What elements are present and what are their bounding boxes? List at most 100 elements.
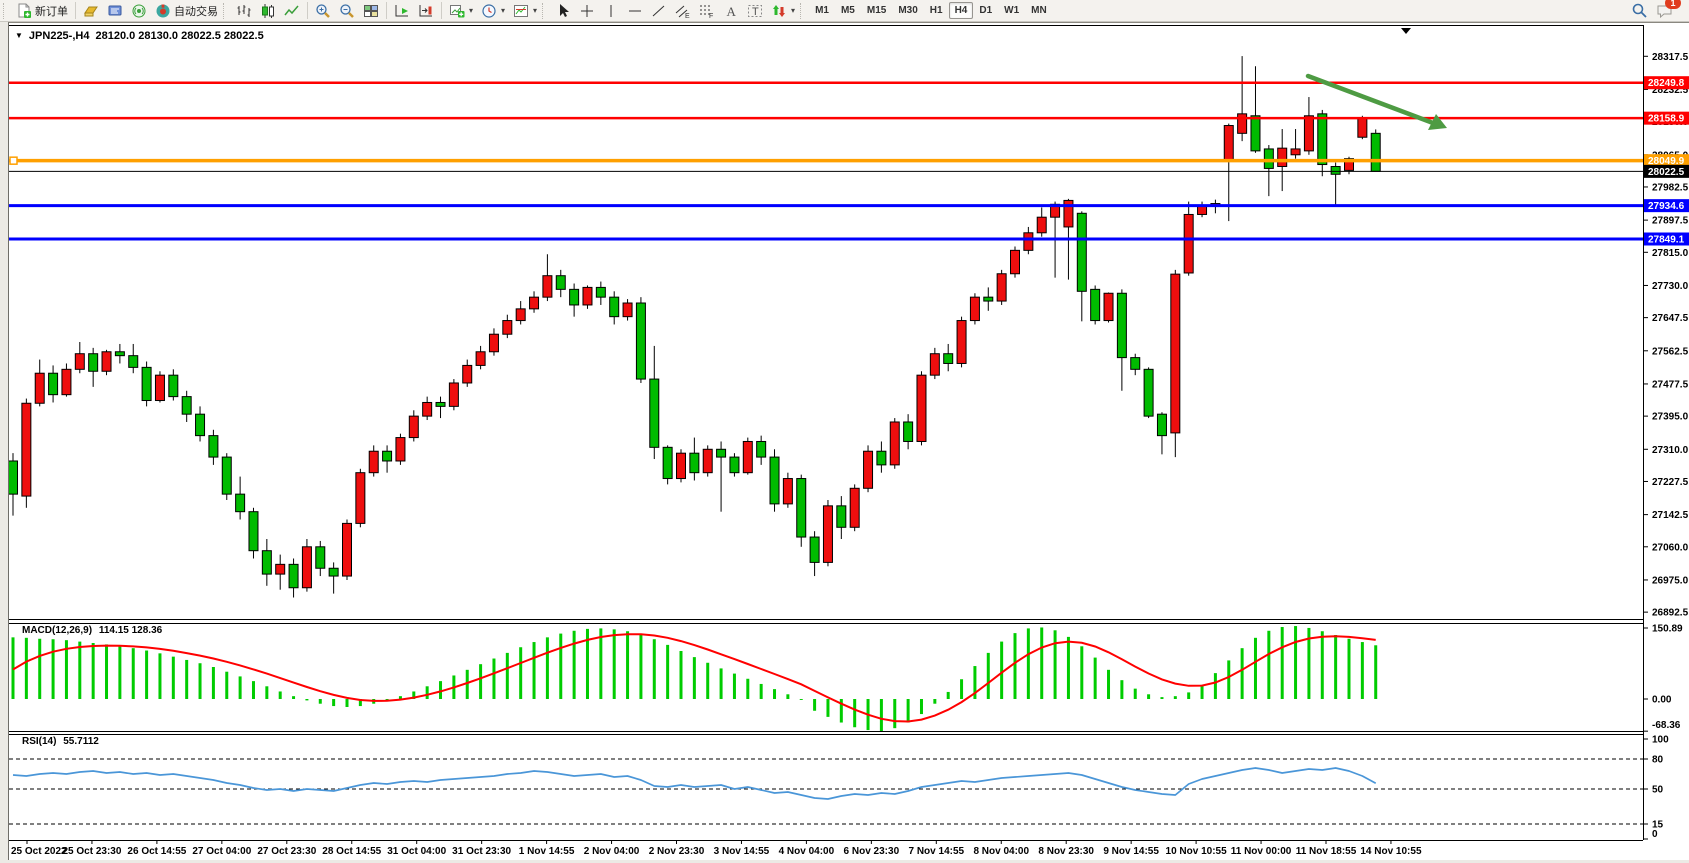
- timeframe-h1-button[interactable]: H1: [929, 5, 943, 16]
- rsi-name: RSI(14): [22, 736, 57, 747]
- cursor-tool-button[interactable]: [551, 0, 575, 21]
- candlestick-chart-icon: [260, 3, 276, 19]
- toolbar-drag-handle: [542, 2, 548, 19]
- toolbar-drag-handle: [223, 2, 229, 19]
- svg-text:26892.5: 26892.5: [1652, 608, 1689, 619]
- svg-text:27730.0: 27730.0: [1652, 281, 1689, 292]
- bar-chart-button[interactable]: [232, 0, 256, 21]
- auto-scroll-button[interactable]: [390, 0, 414, 21]
- notifications-button[interactable]: 1: [1652, 0, 1681, 21]
- svg-text:A: A: [727, 4, 737, 19]
- zoom-out-button[interactable]: [335, 0, 359, 21]
- chart-shift-button[interactable]: [414, 0, 438, 21]
- svg-text:T: T: [752, 6, 759, 18]
- svg-text:10 Nov 10:55: 10 Nov 10:55: [1166, 846, 1228, 857]
- profiles-button[interactable]: [79, 0, 103, 21]
- svg-text:28022.5: 28022.5: [1648, 167, 1685, 178]
- svg-text:3 Nov 14:55: 3 Nov 14:55: [714, 846, 770, 857]
- search-button[interactable]: [1627, 0, 1652, 21]
- rsi-indicator-label: RSI(14) 55.7112: [22, 736, 99, 747]
- template-chart-icon: [513, 3, 529, 19]
- chart-symbol-period: JPN225-,H4: [28, 30, 90, 42]
- timeframe-m1-button[interactable]: M1: [815, 5, 829, 16]
- templates-dropdown[interactable]: ▾: [509, 0, 541, 21]
- arrows-icon: [771, 3, 787, 19]
- auto-scroll-icon: [394, 3, 410, 19]
- chevron-down-icon: ▾: [501, 6, 506, 15]
- metaeditor-button[interactable]: [103, 0, 127, 21]
- timeframe-w1-button[interactable]: W1: [1004, 5, 1020, 16]
- autotrading-label: 自动交易: [174, 5, 218, 18]
- text-tool-button[interactable]: A: [719, 0, 743, 21]
- timeframe-m15-button[interactable]: M15: [866, 5, 887, 16]
- macd-current-values: 114.15 128.36: [98, 625, 163, 636]
- chevron-down-icon: ▾: [533, 6, 538, 15]
- price-badge: [1644, 199, 1689, 213]
- cursor-icon: [555, 3, 571, 19]
- svg-text:27142.5: 27142.5: [1652, 510, 1689, 521]
- trendline-tool-button[interactable]: [647, 0, 671, 21]
- timeframe-m30-button[interactable]: M30: [898, 5, 918, 16]
- svg-text:1 Nov 14:55: 1 Nov 14:55: [519, 846, 575, 857]
- fibonacci-tool-button[interactable]: F: [695, 0, 719, 21]
- new-chart-icon: [449, 3, 465, 19]
- autotrading-button[interactable]: 自动交易: [151, 0, 222, 21]
- timeframe-d1-button[interactable]: D1: [979, 5, 993, 16]
- fibonacci-icon: F: [699, 3, 715, 19]
- zoom-out-icon: [339, 3, 355, 19]
- svg-text:27849.1: 27849.1: [1648, 234, 1685, 245]
- candles-layer: [9, 56, 1381, 598]
- line-chart-button[interactable]: [280, 0, 304, 21]
- timeframe-m5-button[interactable]: M5: [840, 5, 855, 16]
- horizontal-line-tool-button[interactable]: [623, 0, 647, 21]
- svg-text:27562.5: 27562.5: [1652, 346, 1689, 357]
- svg-text:6 Nov 23:30: 6 Nov 23:30: [844, 846, 900, 857]
- chart-menu-triangle-icon[interactable]: ▼: [15, 31, 23, 40]
- toolbar-separator: [75, 2, 76, 19]
- svg-text:27 Oct 23:30: 27 Oct 23:30: [257, 846, 316, 857]
- svg-text:27647.5: 27647.5: [1652, 313, 1689, 324]
- svg-text:80: 80: [1652, 755, 1664, 766]
- svg-text:11 Nov 00:00: 11 Nov 00:00: [1231, 846, 1292, 857]
- candlestick-chart-button[interactable]: [256, 0, 280, 21]
- svg-text:7 Nov 14:55: 7 Nov 14:55: [909, 846, 965, 857]
- svg-text:27897.5: 27897.5: [1652, 216, 1689, 227]
- svg-text:28 Oct 14:55: 28 Oct 14:55: [322, 846, 381, 857]
- crosshair-tool-button[interactable]: [575, 0, 599, 21]
- tile-windows-button[interactable]: [359, 0, 383, 21]
- toolbar-drag-handle: [800, 2, 806, 19]
- svg-text:50: 50: [1652, 785, 1664, 796]
- vertical-line-tool-button[interactable]: [599, 0, 623, 21]
- scroll-to-end-triangle-icon: [1401, 28, 1411, 34]
- zoom-in-button[interactable]: [311, 0, 335, 21]
- timeframe-h4-button[interactable]: H4: [948, 2, 974, 19]
- channel-tool-button[interactable]: E: [671, 0, 695, 21]
- svg-text:28049.9: 28049.9: [1648, 156, 1685, 167]
- chevron-down-icon: ▾: [469, 6, 474, 15]
- chevron-down-icon: ▾: [791, 6, 796, 15]
- price-badge: [1644, 164, 1689, 178]
- arrows-dropdown[interactable]: ▾: [767, 0, 799, 21]
- periods-dropdown[interactable]: ▾: [477, 0, 509, 21]
- svg-text:27310.0: 27310.0: [1652, 445, 1689, 456]
- line-chart-icon: [284, 3, 300, 19]
- chart-canvas[interactable]: 28317.528232.528150.028065.027982.527897…: [9, 23, 1689, 860]
- svg-text:0: 0: [1652, 829, 1658, 840]
- text-icon: A: [723, 3, 739, 19]
- new-order-button[interactable]: 新订单: [12, 0, 72, 21]
- text-label-tool-button[interactable]: T: [743, 0, 767, 21]
- svg-text:100: 100: [1652, 735, 1669, 746]
- new-chart-dropdown[interactable]: ▾: [445, 0, 477, 21]
- svg-text:27477.5: 27477.5: [1652, 379, 1689, 390]
- new-order-label: 新订单: [35, 5, 68, 18]
- zoom-in-icon: [315, 3, 331, 19]
- price-badge: [1644, 154, 1689, 168]
- svg-text:26 Oct 14:55: 26 Oct 14:55: [127, 846, 186, 857]
- signals-button[interactable]: [127, 0, 151, 21]
- timeframe-mn-button[interactable]: MN: [1031, 5, 1047, 16]
- chart-title: ▼ JPN225-,H4 28120.0 28130.0 28022.5 280…: [15, 30, 264, 42]
- toolbar-drag-handle: [3, 2, 9, 19]
- price-badge: [1644, 111, 1689, 125]
- clock-icon: [481, 3, 497, 19]
- toolbar-separator: [307, 2, 308, 19]
